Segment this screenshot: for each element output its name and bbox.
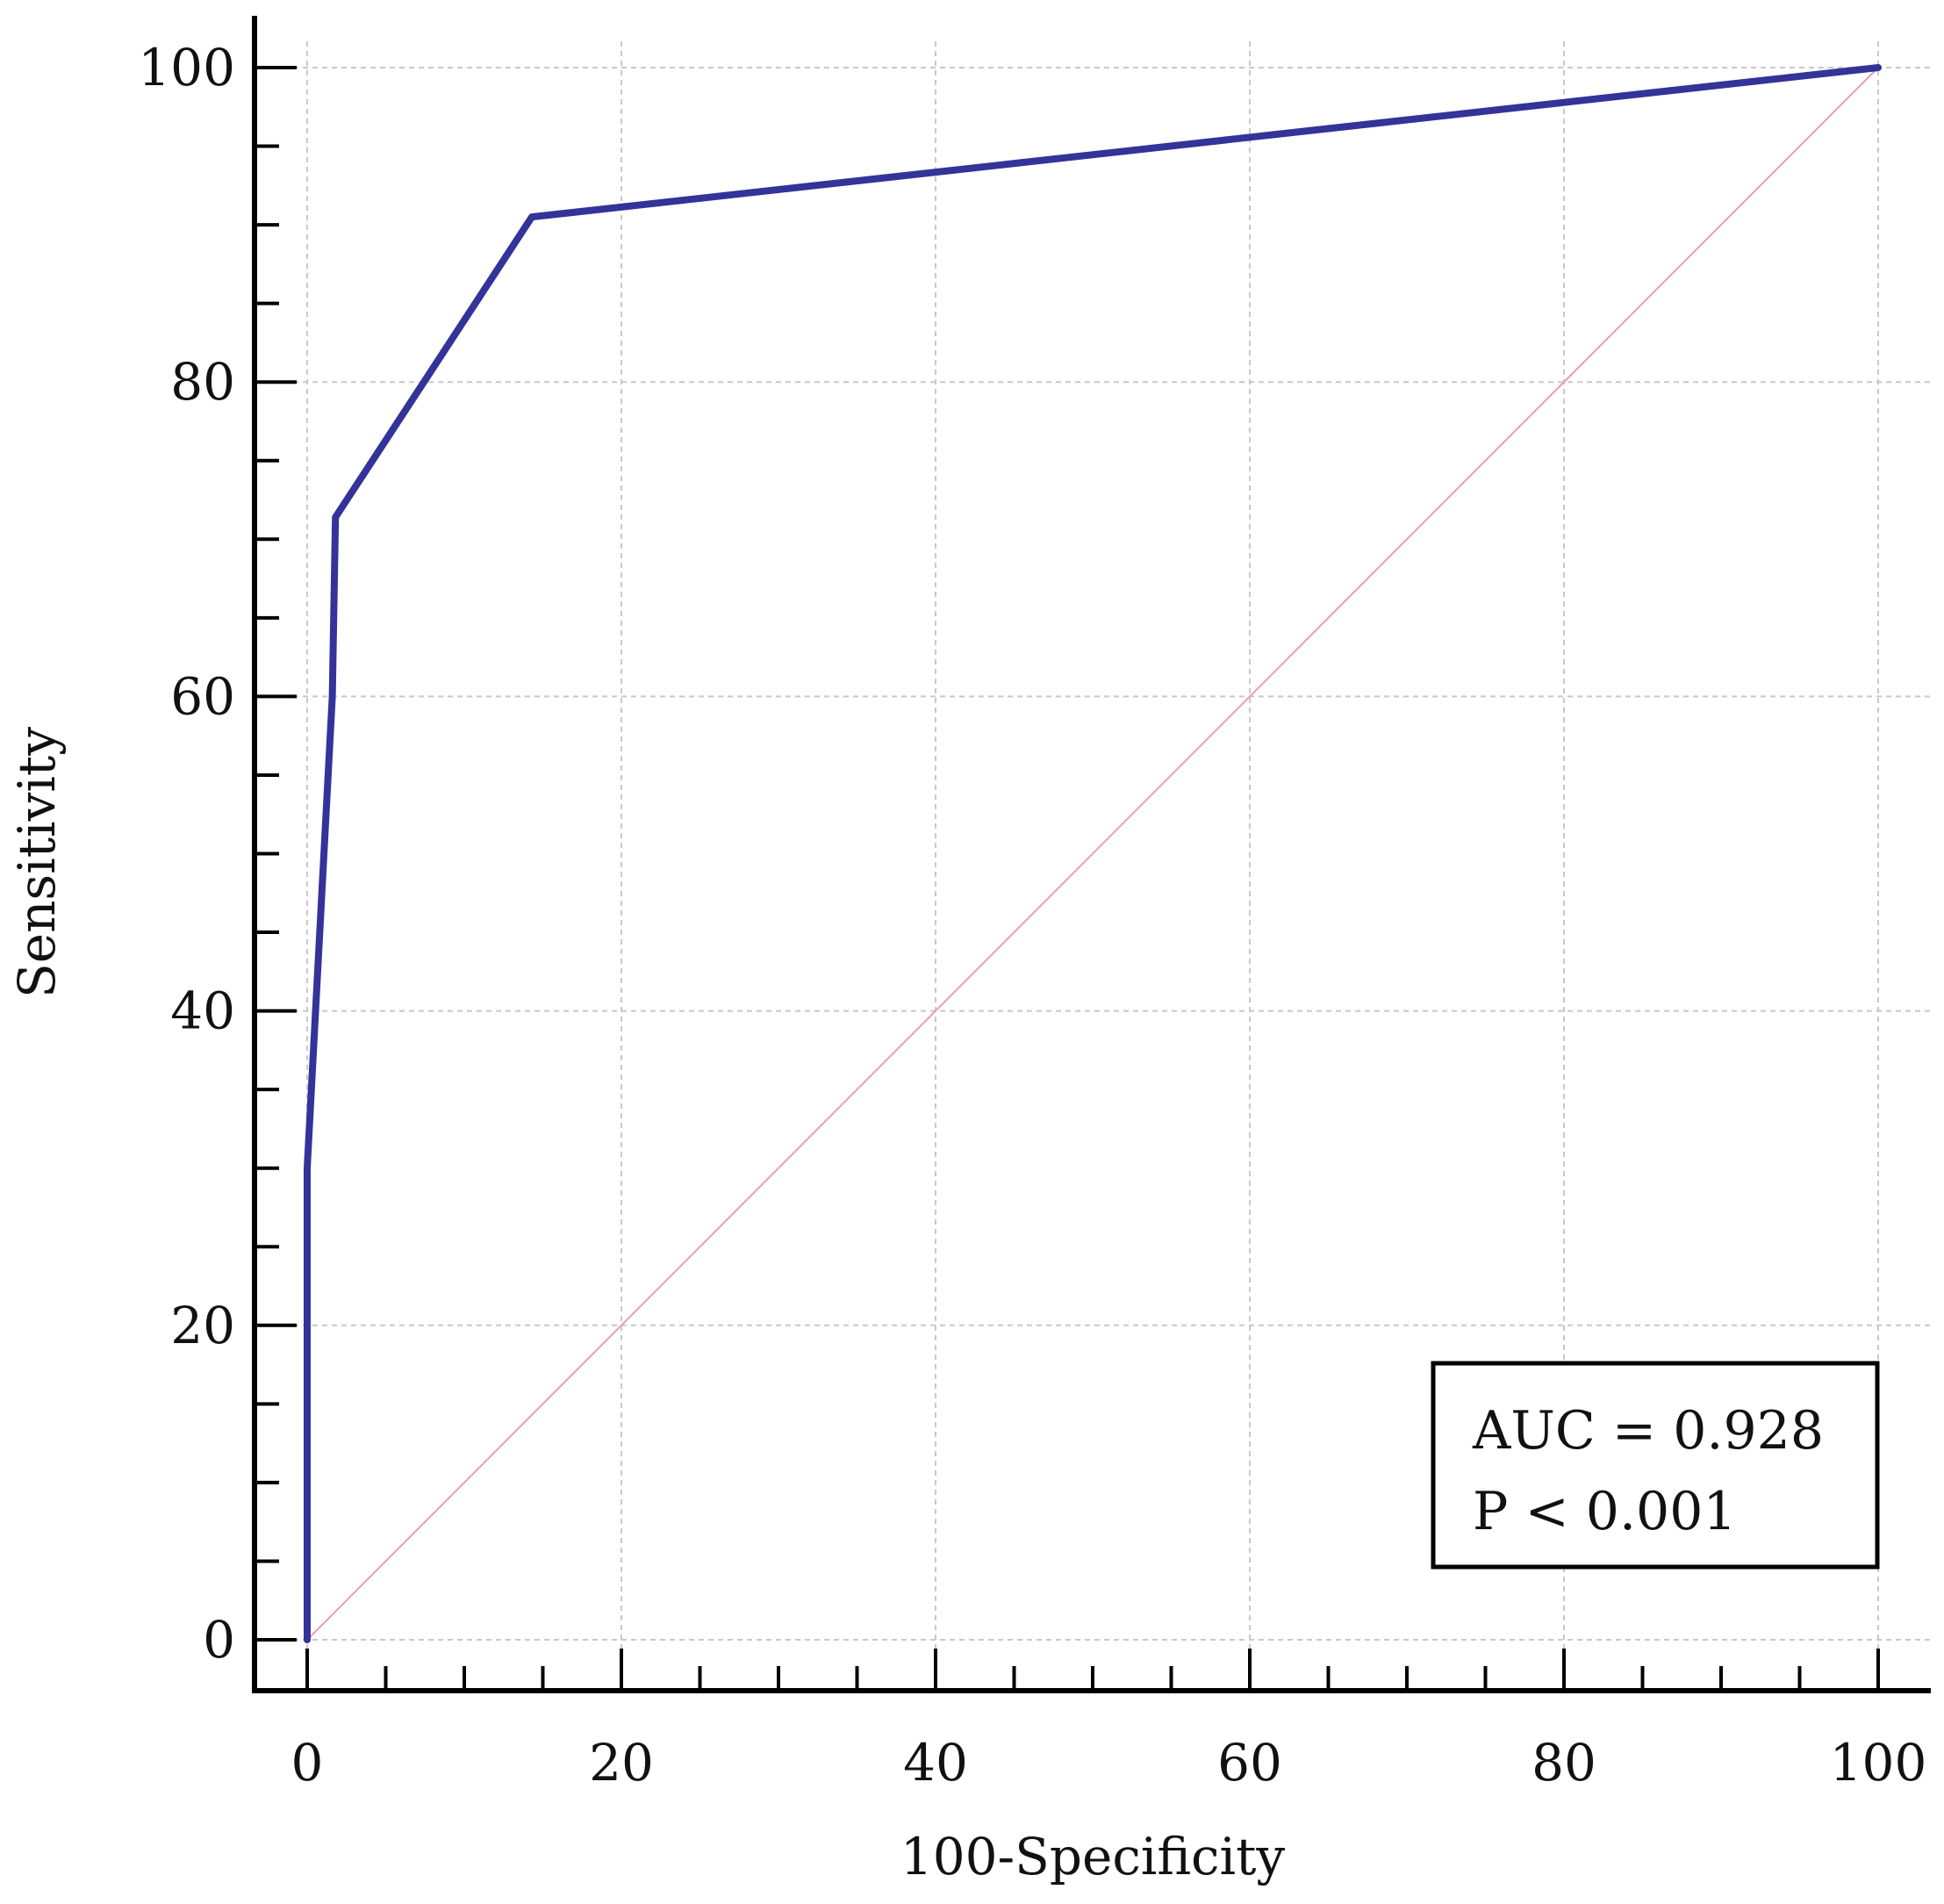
annotation-frame	[1431, 1361, 1880, 1570]
y-axis-title: Sensitivity	[7, 727, 67, 998]
auc-label: AUC = 0.928	[1472, 1400, 1824, 1462]
y-tick-label: 20	[170, 1296, 235, 1355]
p-value-label: P < 0.001	[1473, 1481, 1737, 1542]
y-tick-label: 0	[203, 1610, 235, 1670]
y-tick-label: 100	[138, 38, 235, 97]
annotation-box: AUC = 0.928 P < 0.001	[1431, 1361, 1880, 1570]
x-tick-label: 20	[589, 1733, 654, 1793]
x-tick-label: 60	[1217, 1733, 1282, 1793]
reference-line	[306, 67, 1879, 1641]
x-tick-label: 0	[291, 1733, 324, 1793]
y-tick-label: 40	[170, 981, 235, 1041]
x-tick-label: 100	[1830, 1733, 1927, 1793]
reference-line-layer	[306, 67, 1879, 1641]
x-tick-label: 40	[903, 1733, 968, 1793]
y-tick-label: 60	[170, 666, 235, 726]
x-tick-label: 80	[1532, 1733, 1596, 1793]
ticks: 0 20 40 60 80 100 0 20 40 60 80 100	[138, 38, 1926, 1793]
x-axis-title: 100-Specificity	[900, 1827, 1286, 1886]
y-tick-label: 80	[170, 352, 235, 412]
series-layer	[304, 64, 1882, 1643]
roc-curve-line	[304, 64, 1882, 1643]
